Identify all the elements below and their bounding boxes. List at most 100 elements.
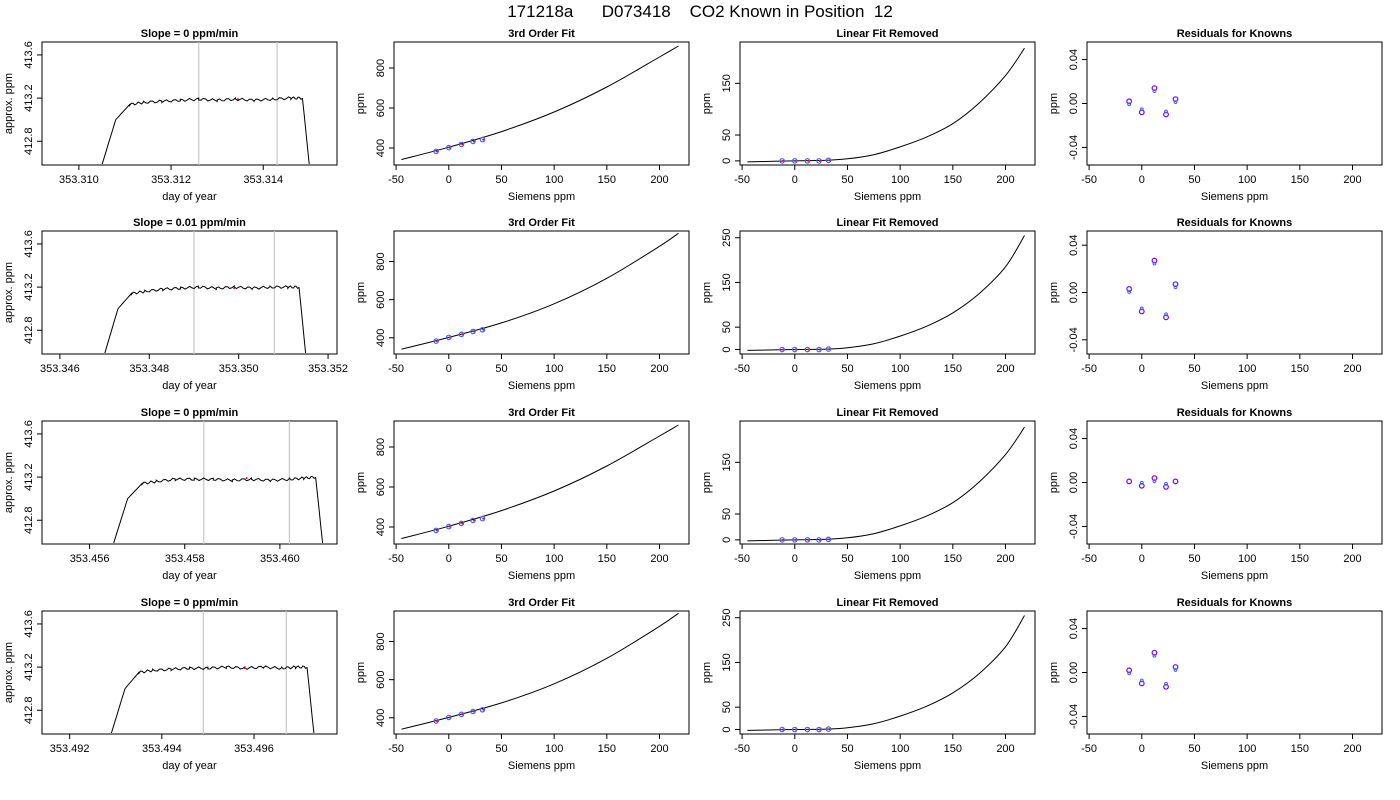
panel-4-3-point-core: [807, 728, 810, 731]
panel-1-2-point: [458, 141, 465, 148]
panel-4-2-point: [470, 708, 476, 715]
panel-4-2-point-core: [461, 713, 464, 716]
panel-4-4-xtick-label: 200: [1343, 743, 1361, 755]
panel-2-3-ytick-label: 250: [721, 229, 733, 247]
panel-2-1-title: Slope = 0.01 ppm/min: [133, 217, 246, 229]
panel-2-3-point-core: [828, 348, 831, 351]
panel-4-4-xtick-label: 150: [1291, 743, 1309, 755]
panel-1-4-point-ring: [1173, 100, 1178, 105]
panel-3-4-point: [1138, 482, 1145, 489]
panel-3-3-frame: [739, 420, 1036, 545]
panel-3-2-point-core: [472, 519, 475, 522]
panel-3-3-point-core: [807, 538, 810, 541]
panel-4-2-point-core: [448, 716, 451, 719]
panel-3-3-ytick-label: 150: [721, 453, 733, 471]
panel-4-4-title: Residuals for Knowns: [1177, 597, 1293, 609]
panel-2-2-point: [433, 338, 439, 344]
panel-4-3-xtick-label: 0: [792, 743, 798, 755]
panel-1-3-point: [825, 157, 832, 164]
panel-4-4-point: [1126, 667, 1133, 674]
panel-4-1-ylabel: approx. ppm: [3, 642, 15, 703]
panel-1-1-xtick-label: 353.310: [59, 174, 99, 186]
panel-2-2-point: [479, 326, 486, 333]
panel-2-3-point: [791, 346, 798, 353]
panel-3-2-title: 3rd Order Fit: [508, 407, 575, 419]
panel-4-1-title: Slope = 0 ppm/min: [141, 597, 239, 609]
panel-4-3-ytick-label: 0: [721, 726, 733, 732]
panel-1-2-point: [470, 138, 476, 145]
panel-2-3-point-core: [781, 348, 784, 351]
panel-4-4-point-ring: [1173, 668, 1178, 672]
panel-3-3-xtick-label: 100: [891, 553, 909, 565]
panel-4-3-ylabel: ppm: [701, 662, 713, 683]
panel-3-2-ytick-label: 600: [375, 478, 387, 496]
panel-1-3-xtick-label: 0: [792, 174, 798, 186]
panel-2-3-xtick-label: 0: [792, 363, 798, 375]
panel-2-3-point-core: [794, 348, 797, 351]
panel-1-3-xtick-label: 50: [841, 174, 853, 186]
panel-1-3-ytick-label: 50: [721, 129, 733, 141]
panel-4-1-xtick-label: 353.494: [142, 743, 182, 755]
panel-4-2-point: [479, 706, 486, 713]
panel-1-4-point: [1138, 109, 1145, 116]
panel-3-3-point-core: [828, 538, 831, 541]
panel-3-4-xtick-label: -50: [1081, 553, 1097, 565]
panel-4-3-point: [791, 726, 798, 733]
page-title: 171218a D073418 CO2 Known in Position 12: [507, 2, 893, 21]
panel-2-2-point-core: [448, 336, 451, 339]
panel-2-3-ytick-label: 0: [721, 346, 733, 352]
panel-2-4-point: [1172, 281, 1179, 288]
panel-4-3-title: Linear Fit Removed: [836, 597, 938, 609]
panel-3-4-ytick-label: -0.04: [1068, 514, 1080, 539]
panel-2-3-xtick-label: 150: [944, 363, 962, 375]
panel-3-3-xtick-label: 0: [792, 553, 798, 565]
panel-1-4-xtick-label: 150: [1291, 174, 1309, 186]
panel-3-2-xtick-label: 150: [598, 553, 616, 565]
panel-3-4-xtick-label: 50: [1188, 553, 1200, 565]
panel-1-4-title: Residuals for Knowns: [1177, 28, 1293, 40]
panel-3-2-xtick-label: -50: [388, 553, 404, 565]
panel-2-4-xlabel: Siemens ppm: [1201, 380, 1268, 392]
panel-1-4-ylabel: ppm: [1048, 93, 1060, 114]
panel-4-2-xtick-label: 100: [545, 743, 563, 755]
panel-1-4-ytick-label: 0.04: [1068, 49, 1080, 70]
panel-1-2-point-core: [435, 150, 438, 153]
panel-4-2-ytick-label: 600: [375, 670, 387, 688]
panel-4-3-xtick-label: 200: [996, 743, 1014, 755]
panel-1-4-xtick-label: 100: [1238, 174, 1256, 186]
panel-2-3-xlabel: Siemens ppm: [854, 380, 921, 392]
panel-1-2-point: [445, 144, 452, 151]
panel-4-2-series-line: [401, 612, 679, 730]
panel-4-2-ytick-label: 800: [375, 632, 387, 650]
panel-3-2-xlabel: Siemens ppm: [508, 570, 575, 582]
panel-3-2-point-core: [461, 522, 464, 525]
panel-4-4-ytick-label: 0.00: [1068, 662, 1080, 683]
panel-1-3-xlabel: Siemens ppm: [854, 191, 921, 203]
panel-3-4-point: [1163, 483, 1169, 490]
panel-4-3-ytick-label: 250: [721, 609, 733, 627]
panel-2-3-point: [779, 346, 785, 353]
panel-1-4-xtick-label: 50: [1188, 174, 1200, 186]
panel-3-2-point-core: [448, 525, 451, 528]
panel-2-4-point: [1138, 308, 1145, 315]
panel-2-4-xtick-label: 200: [1343, 363, 1361, 375]
panel-4-2-point: [445, 714, 452, 721]
panel-4-2-xlabel: Siemens ppm: [508, 760, 575, 772]
panel-4-4-point: [1163, 683, 1169, 690]
panel-2-4-point-ring: [1127, 290, 1132, 294]
panel-3-3-point-core: [794, 538, 797, 541]
panel-4-2-title: 3rd Order Fit: [508, 597, 575, 609]
panel-1-2-title: 3rd Order Fit: [508, 28, 575, 40]
panel-4-4-xtick-label: 100: [1238, 743, 1256, 755]
panel-4-1-ytick-label: 412.8: [23, 696, 35, 724]
panel-2-4-ytick-label: -0.04: [1068, 327, 1080, 352]
panel-2-3-point: [816, 346, 822, 353]
panel-1-2-frame: [393, 41, 690, 166]
panel-1-3-point: [779, 158, 785, 164]
panel-3-1-series-line: [113, 475, 324, 543]
panel-2-3-xtick-label: 200: [996, 363, 1014, 375]
panel-4-3-point-core: [818, 728, 821, 731]
panel-1-4-point-ring: [1164, 109, 1168, 114]
panel-2-2-title: 3rd Order Fit: [508, 217, 575, 229]
